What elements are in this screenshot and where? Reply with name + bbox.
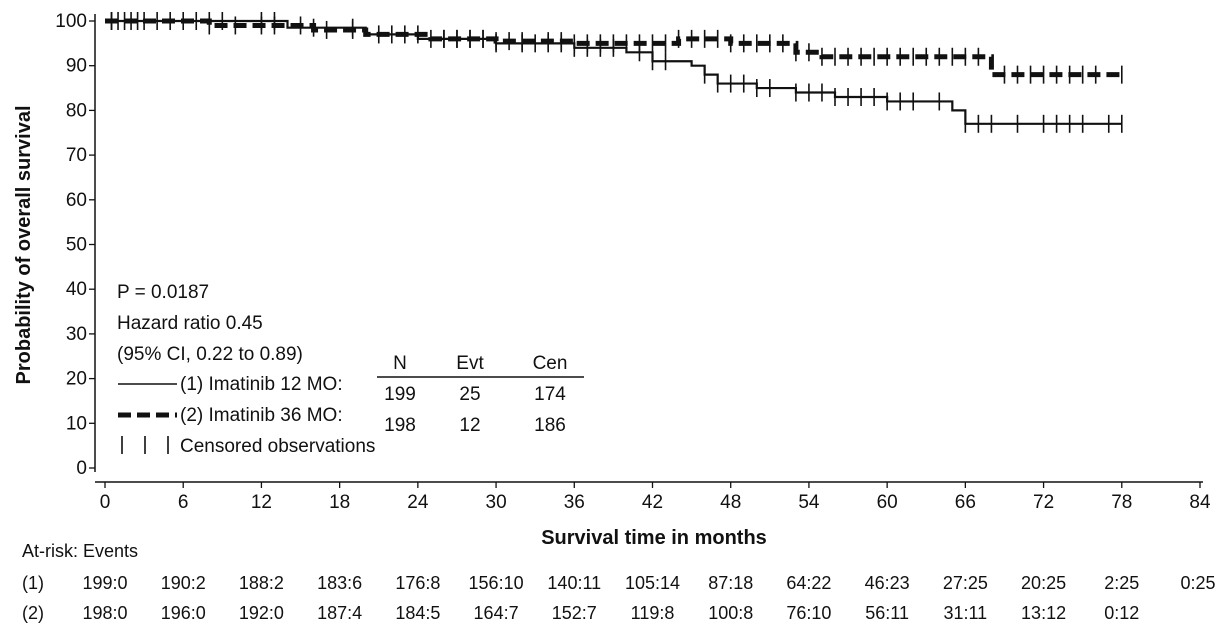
table-cell: 199 (384, 384, 416, 405)
at-risk-value: 188:2 (239, 573, 284, 593)
x-axis-label: Survival time in months (541, 527, 767, 549)
y-tick-label: 100 (55, 11, 87, 32)
legend: (1) Imatinib 12 MO: (2) Imatinib 36 MO: Ce… (118, 374, 375, 457)
x-tick-label: 6 (178, 492, 189, 513)
at-risk-value: 156:10 (469, 573, 524, 593)
at-risk-value: 119:8 (631, 603, 675, 623)
p-value: P = 0.0187 (117, 282, 209, 303)
x-tick-label: 42 (642, 492, 663, 513)
x-tick-label: 18 (329, 492, 350, 513)
at-risk-row-label: (2) (22, 603, 44, 623)
at-risk-value: 13:12 (1021, 603, 1066, 623)
at-risk-row-label: (1) (22, 573, 44, 593)
at-risk-value: 140:11 (547, 573, 601, 593)
y-axis-label: Probability of overall survival (13, 106, 35, 385)
x-tick-label: 54 (798, 492, 820, 513)
at-risk-value: 184:5 (395, 603, 440, 623)
at-risk-value: 56:11 (865, 603, 909, 623)
legend-label: (2) Imatinib 36 MO: (180, 405, 343, 426)
x-tick-label: 84 (1189, 492, 1211, 513)
at-risk-value: 46:23 (865, 573, 910, 593)
y-tick-label: 50 (66, 235, 87, 256)
y-tick-label: 0 (76, 458, 87, 479)
at-risk-value: 176:8 (395, 573, 440, 593)
survival-curves (105, 12, 1123, 133)
table-header: Cen (533, 353, 568, 374)
at-risk-value: 164:7 (474, 603, 519, 623)
at-risk-value: 76:10 (786, 603, 831, 623)
x-tick-label: 0 (100, 492, 111, 513)
at-risk-value: 31:11 (943, 603, 987, 623)
legend-label: (1) Imatinib 12 MO: (180, 374, 343, 395)
at-risk-value: 87:18 (708, 573, 753, 593)
at-risk-value: 0:12 (1104, 603, 1139, 623)
x-tick-label: 60 (877, 492, 898, 513)
table-cell: 186 (534, 415, 566, 436)
at-risk-value: 192:0 (239, 603, 284, 623)
y-tick-label: 90 (66, 56, 87, 77)
y-tick-label: 30 (66, 324, 87, 345)
y-tick-label: 80 (66, 100, 87, 121)
confidence-interval: (95% CI, 0.22 to 0.89) (117, 344, 303, 365)
at-risk-value: 0:25 (1180, 573, 1215, 593)
at-risk-value: 187:4 (317, 603, 362, 623)
x-tick-label: 66 (955, 492, 976, 513)
table-cell: 198 (384, 415, 416, 436)
axes: 0 10 20 30 40 50 60 70 80 90 100 0 6 12 18 24 30 36 42 48 54… (55, 11, 1211, 513)
y-tick-label: 40 (66, 279, 87, 300)
x-tick-label: 78 (1111, 492, 1132, 513)
at-risk-table: At-risk: Events (1) 199:0 190:2 188:2 183:6 17… (22, 541, 1216, 623)
at-risk-value: 152:7 (552, 603, 597, 623)
table-cell: 12 (459, 415, 480, 436)
y-tick-label: 20 (66, 369, 87, 390)
at-risk-value: 2:25 (1104, 573, 1139, 593)
x-tick-label: 30 (486, 492, 507, 513)
x-tick-label: 36 (564, 492, 585, 513)
stats-table: N Evt Cen 199 25 174 198 12 186 (377, 353, 584, 436)
at-risk-value: 105:14 (625, 573, 680, 593)
at-risk-value: 199:0 (82, 573, 127, 593)
y-tick-label: 70 (66, 145, 87, 166)
at-risk-value: 20:25 (1021, 573, 1066, 593)
x-tick-label: 24 (407, 492, 429, 513)
table-cell: 174 (534, 384, 566, 405)
at-risk-value: 190:2 (161, 573, 206, 593)
table-header: N (393, 353, 407, 374)
at-risk-value: 196:0 (161, 603, 206, 623)
x-tick-label: 12 (251, 492, 272, 513)
table-header: Evt (456, 353, 484, 374)
y-tick-label: 10 (66, 413, 87, 434)
at-risk-value: 27:25 (943, 573, 988, 593)
at-risk-value: 183:6 (317, 573, 362, 593)
legend-label: Censored observations (180, 436, 375, 457)
hazard-ratio: Hazard ratio 0.45 (117, 313, 263, 334)
at-risk-value: 64:22 (786, 573, 831, 593)
table-cell: 25 (459, 384, 480, 405)
at-risk-value: 198:0 (82, 603, 127, 623)
at-risk-title: At-risk: Events (22, 541, 138, 561)
annotation-box: P = 0.0187 Hazard ratio 0.45 (95% CI, 0.… (117, 282, 303, 365)
y-tick-label: 60 (66, 190, 87, 211)
x-tick-label: 48 (720, 492, 741, 513)
x-tick-label: 72 (1033, 492, 1054, 513)
at-risk-value: 100:8 (708, 603, 753, 623)
